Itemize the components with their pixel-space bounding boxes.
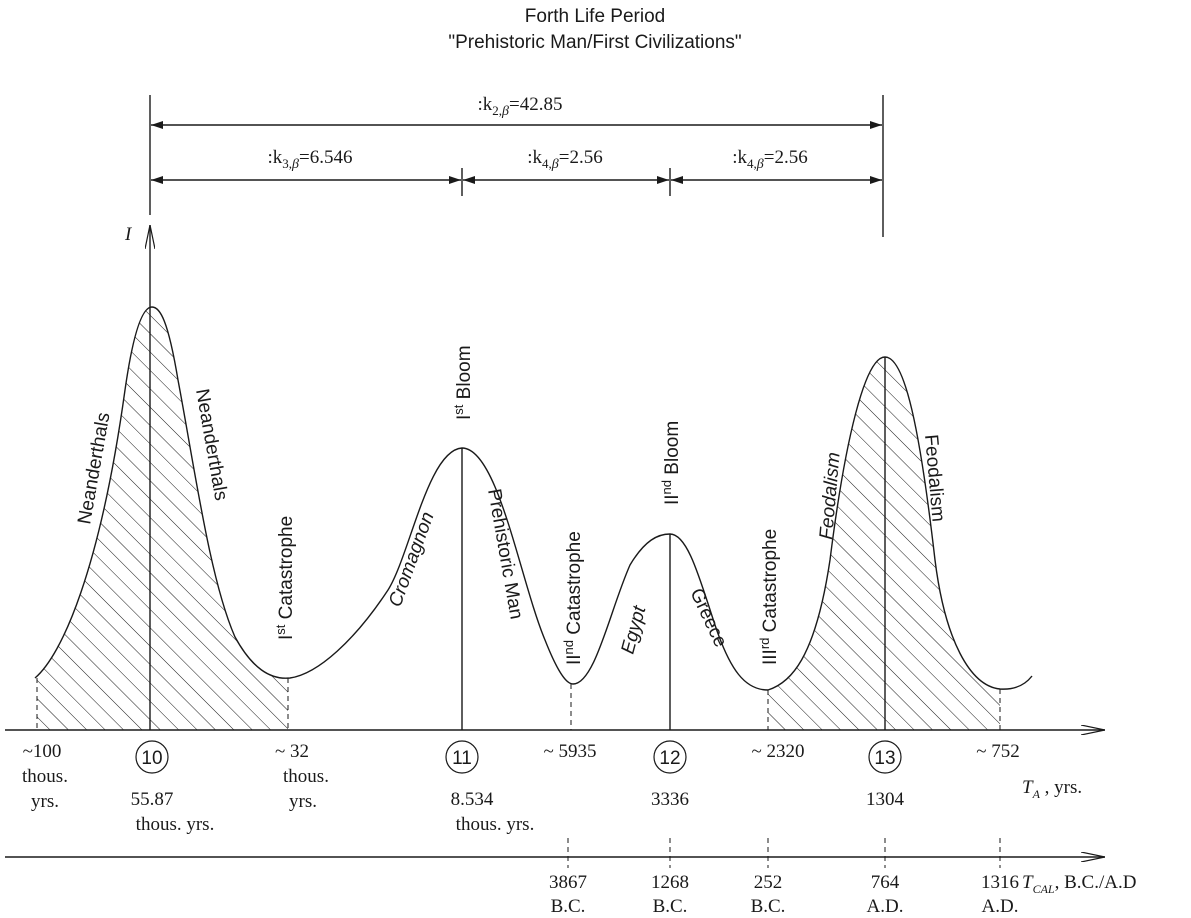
span-k4a-label: :k4,β=2.56 [527,147,602,172]
node-13-number: 13 [874,748,895,769]
node-11: 11 8.534 thous. yrs. [445,740,535,835]
node-11-value: 8.534 [451,789,494,810]
minimum-3-value: ~ 5935 [543,741,596,762]
hatched-regions [37,307,1000,730]
label-greece: Greece [685,585,730,650]
node-12: 12 3336 [651,740,689,810]
node-12-value: 3336 [651,789,689,810]
calendar-4-year: 764 [871,872,900,893]
node-10-number: 10 [141,748,162,769]
label-catastrophe-2: IInd Catastrophe [561,531,585,665]
minimum-5-value: ~ 752 [976,741,1020,762]
node-10-unit: thous. yrs. [136,814,215,835]
ta-axis-label: TA , yrs. [1022,777,1082,801]
node-13-circle [868,740,902,774]
span-k4b-label: :k4,β=2.56 [732,147,807,172]
minimum-1-unit2: yrs. [31,791,59,812]
label-catastrophe-1: Ist Catastrophe [273,516,297,640]
calendar-3-year: 252 [754,872,783,893]
node-11-number: 11 [452,748,472,769]
calendar-5-era: A.D. [982,896,1019,917]
calendar-4-era: A.D. [867,896,904,917]
calendar-1-era: B.C. [551,896,586,917]
axes: I TA , yrs. TCAL, B.C./A.D [5,224,1136,896]
calendar-1-year: 3867 [549,872,587,893]
node-10-value: 55.87 [131,789,174,810]
label-bloom-2: IInd Bloom [659,421,683,505]
minimum-2-unit2: yrs. [289,791,317,812]
node-markers: 10 55.87 thous. yrs. 11 8.534 thous. yrs… [131,740,905,835]
calendar-labels: 3867 B.C. 1268 B.C. 252 B.C. 764 A.D. 13… [549,872,1019,917]
label-egypt: Egypt [618,603,651,656]
label-bloom-1: Ist Bloom [451,345,475,420]
diagram-title-line2: "Prehistoric Man/First Civilizations" [448,32,741,53]
label-cromagnon: Cromagnon [385,509,439,609]
node-10: 10 55.87 thous. yrs. [131,740,215,835]
calendar-2-era: B.C. [653,896,688,917]
node-11-unit: thous. yrs. [456,814,535,835]
node-12-circle [653,740,687,774]
node-10-circle [135,740,169,774]
label-catastrophe-3: IIIrd Catastrophe [757,529,781,665]
hatch-region-neanderthals [37,307,288,730]
node-13: 13 1304 [866,740,905,810]
node-13-value: 1304 [866,789,905,810]
minima-labels: ~100 thous. yrs. ~ 32 thous. yrs. ~ 5935… [22,741,1020,812]
minimum-1-value: ~100 [23,741,62,762]
calendar-2-year: 1268 [651,872,689,893]
node-12-number: 12 [659,748,680,769]
calendar-ticks [567,838,1001,868]
minimum-4-value: ~ 2320 [751,741,804,762]
minimum-2-value: ~ 32 [275,741,309,762]
hatch-region-feodalism [768,357,1000,730]
minimum-2-unit1: thous. [283,766,329,787]
calendar-5-year: 1316 [981,872,1019,893]
span-k2-label: :k2,β=42.85 [478,94,563,119]
span-k3-label: :k3,β=6.546 [268,147,353,172]
tcal-axis-label: TCAL, B.C./A.D [1022,872,1136,896]
node-11-circle [445,740,479,774]
node-lines [461,357,886,730]
minimum-1-unit1: thous. [22,766,68,787]
calendar-3-era: B.C. [751,896,786,917]
y-axis-label: I [124,224,133,245]
label-prehistoric-man: Prehistoric Man [483,487,527,621]
minima-lines [36,678,1001,730]
diagram-title-line1: Forth Life Period [525,6,665,27]
span-dimensions: :k2,β=42.85 :k3,β=6.546 :k4,β=2.56 :k4,β… [149,94,884,237]
